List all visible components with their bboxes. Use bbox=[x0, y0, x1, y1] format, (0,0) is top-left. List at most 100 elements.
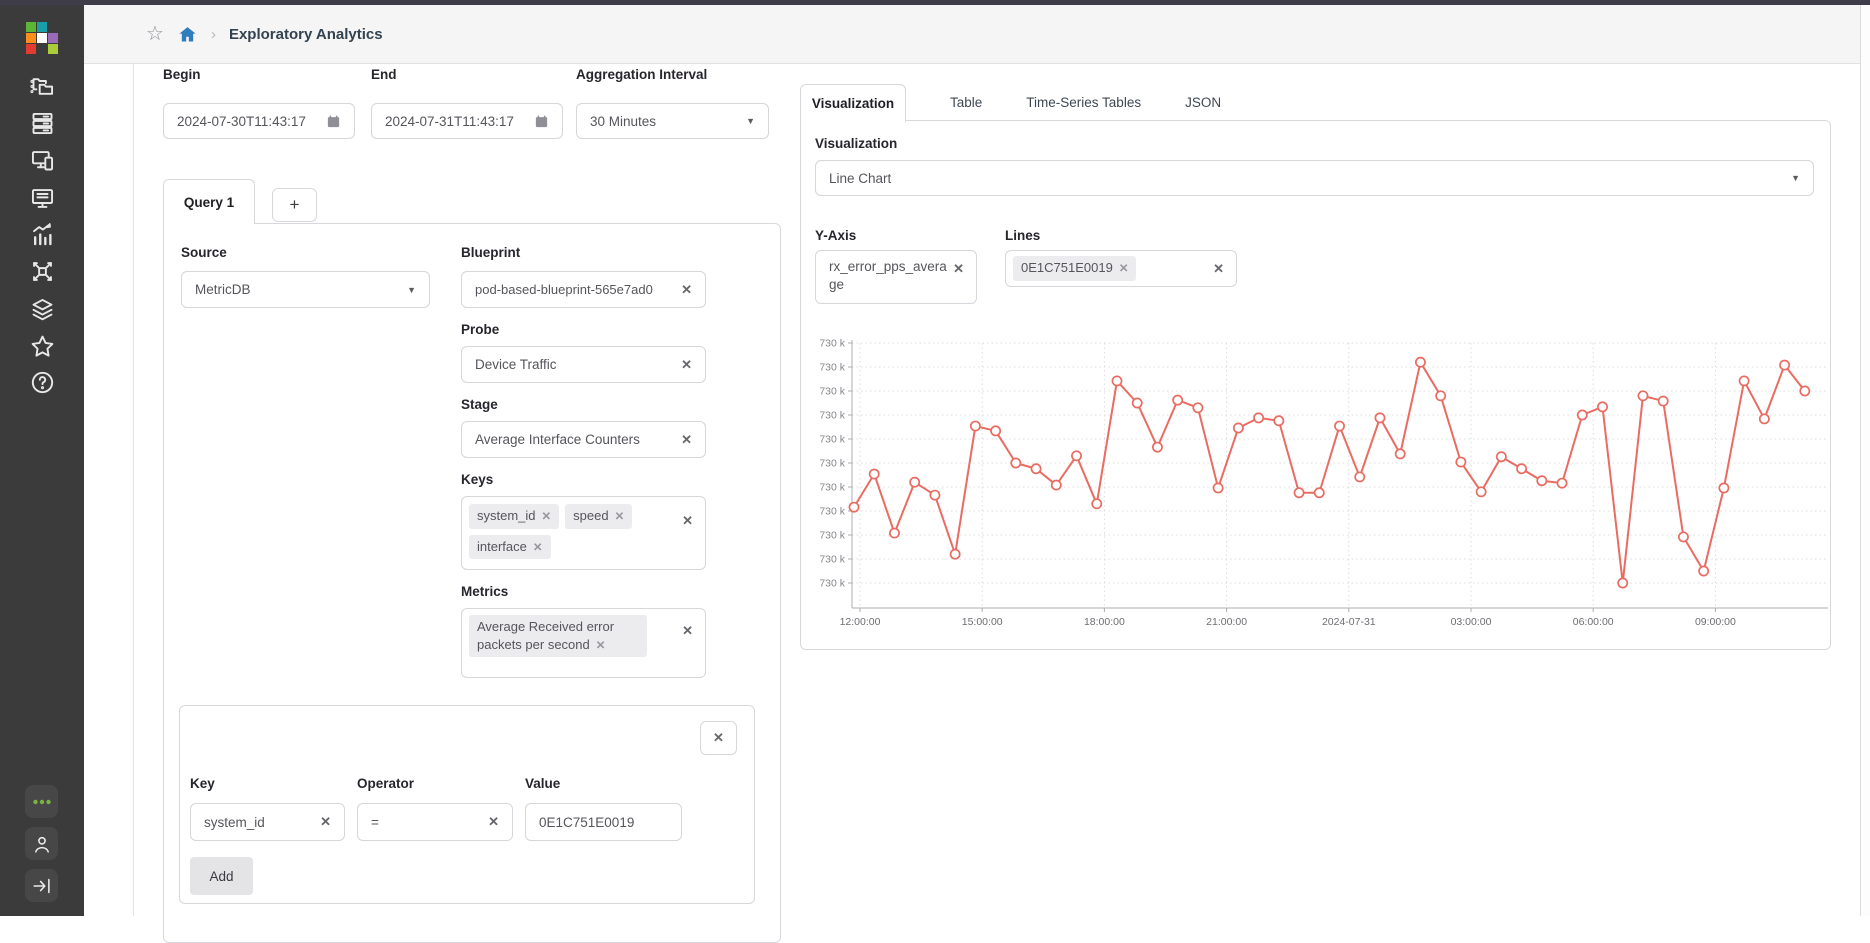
data-point[interactable] bbox=[1375, 413, 1384, 422]
sidebar-item-blueprints[interactable] bbox=[24, 71, 60, 101]
data-point[interactable] bbox=[1335, 421, 1344, 430]
data-point[interactable] bbox=[1719, 483, 1728, 492]
data-point[interactable] bbox=[1011, 458, 1020, 467]
sidebar-item-external-systems[interactable] bbox=[24, 256, 60, 286]
data-point[interactable] bbox=[1193, 403, 1202, 412]
clear-stage-icon[interactable]: ✕ bbox=[681, 432, 692, 448]
remove-tag-icon[interactable]: ✕ bbox=[615, 511, 625, 523]
data-point[interactable] bbox=[951, 550, 960, 559]
data-point[interactable] bbox=[1497, 452, 1506, 461]
visualization-type-select[interactable]: Line Chart ▼ bbox=[815, 160, 1814, 196]
sidebar-item-resources[interactable] bbox=[24, 183, 60, 213]
data-point[interactable] bbox=[1477, 487, 1486, 496]
data-point[interactable] bbox=[1254, 413, 1263, 422]
data-point[interactable] bbox=[910, 478, 919, 487]
begin-datetime-input[interactable]: 2024-07-30T11:43:17 bbox=[163, 103, 355, 139]
data-point[interactable] bbox=[971, 421, 980, 430]
tab-json[interactable]: JSON bbox=[1185, 84, 1221, 121]
sidebar-item-help[interactable] bbox=[24, 367, 60, 397]
key-tag[interactable]: speed✕ bbox=[565, 504, 632, 529]
data-point[interactable] bbox=[1355, 472, 1364, 481]
sidebar-item-platform[interactable] bbox=[24, 294, 60, 324]
clear-lines-icon[interactable]: ✕ bbox=[1213, 261, 1224, 277]
stage-combobox[interactable]: Average Interface Counters ✕ bbox=[461, 421, 706, 458]
add-query-tab-button[interactable]: + bbox=[272, 188, 317, 222]
data-point[interactable] bbox=[1598, 402, 1607, 411]
end-datetime-input[interactable]: 2024-07-31T11:43:17 bbox=[371, 103, 563, 139]
filter-value-input[interactable] bbox=[525, 803, 682, 841]
tab-time-series-tables[interactable]: Time-Series Tables bbox=[1026, 84, 1141, 121]
data-point[interactable] bbox=[1800, 386, 1809, 395]
data-point[interactable] bbox=[1618, 578, 1627, 587]
data-point[interactable] bbox=[1679, 532, 1688, 541]
source-select[interactable]: MetricDB ▼ bbox=[181, 271, 430, 308]
app-logo[interactable] bbox=[26, 22, 60, 56]
data-point[interactable] bbox=[991, 426, 1000, 435]
data-point[interactable] bbox=[1436, 391, 1445, 400]
clear-blueprint-icon[interactable]: ✕ bbox=[681, 282, 692, 298]
line-chart[interactable]: 730 k730 k730 k730 k730 k730 k730 k730 k… bbox=[808, 336, 1830, 632]
remove-tag-icon[interactable]: ✕ bbox=[542, 511, 552, 523]
add-filter-button[interactable]: Add bbox=[190, 857, 253, 895]
data-point[interactable] bbox=[1274, 416, 1283, 425]
clear-probe-icon[interactable]: ✕ bbox=[681, 357, 692, 373]
tab-query-1[interactable]: Query 1 bbox=[163, 179, 255, 224]
data-point[interactable] bbox=[1031, 464, 1040, 473]
sidebar-logout-button[interactable] bbox=[25, 869, 58, 902]
remove-filter-button[interactable]: ✕ bbox=[700, 721, 737, 755]
remove-tag-icon[interactable]: ✕ bbox=[1119, 263, 1129, 275]
data-point[interactable] bbox=[1416, 358, 1425, 367]
clear-metrics-icon[interactable]: ✕ bbox=[682, 623, 693, 639]
data-point[interactable] bbox=[1537, 476, 1546, 485]
data-point[interactable] bbox=[1153, 443, 1162, 452]
clear-y-axis-icon[interactable]: ✕ bbox=[953, 261, 964, 277]
sidebar-user-button[interactable] bbox=[25, 827, 58, 860]
clear-keys-icon[interactable]: ✕ bbox=[682, 513, 693, 529]
data-point[interactable] bbox=[1740, 376, 1749, 385]
data-point[interactable] bbox=[870, 469, 879, 478]
filter-operator-combobox[interactable]: = ✕ bbox=[357, 803, 513, 841]
data-point[interactable] bbox=[1659, 396, 1668, 405]
sidebar-item-devices[interactable] bbox=[24, 108, 60, 138]
lines-multiselect[interactable]: 0E1C751E0019✕ ✕ bbox=[1005, 250, 1237, 287]
data-point[interactable] bbox=[1780, 360, 1789, 369]
data-point[interactable] bbox=[1294, 488, 1303, 497]
sidebar-more-button[interactable] bbox=[25, 785, 58, 818]
data-point[interactable] bbox=[1112, 376, 1121, 385]
keys-multiselect[interactable]: system_id✕ speed✕ interface✕ ✕ bbox=[461, 496, 706, 570]
metric-tag[interactable]: Average Received error packets per secon… bbox=[469, 615, 647, 657]
data-point[interactable] bbox=[1456, 457, 1465, 466]
home-icon[interactable] bbox=[177, 24, 198, 45]
data-point[interactable] bbox=[1173, 396, 1182, 405]
data-point[interactable] bbox=[890, 528, 899, 537]
tab-table[interactable]: Table bbox=[950, 84, 982, 121]
favorite-star-icon[interactable]: ☆ bbox=[146, 24, 164, 44]
calendar-icon[interactable] bbox=[326, 114, 341, 129]
metrics-multiselect[interactable]: Average Received error packets per secon… bbox=[461, 608, 706, 678]
sidebar-item-design[interactable] bbox=[24, 145, 60, 175]
data-point[interactable] bbox=[1092, 499, 1101, 508]
key-tag[interactable]: interface✕ bbox=[469, 535, 551, 560]
data-point[interactable] bbox=[1517, 464, 1526, 473]
data-point[interactable] bbox=[1315, 488, 1324, 497]
data-point[interactable] bbox=[1072, 451, 1081, 460]
data-point[interactable] bbox=[1699, 566, 1708, 575]
data-point[interactable] bbox=[1133, 398, 1142, 407]
clear-filter-operator-icon[interactable]: ✕ bbox=[488, 814, 499, 830]
data-point[interactable] bbox=[1396, 449, 1405, 458]
y-axis-combobox[interactable]: rx_error_pps_average ✕ bbox=[815, 250, 977, 304]
data-point[interactable] bbox=[1214, 483, 1223, 492]
line-tag[interactable]: 0E1C751E0019✕ bbox=[1013, 256, 1136, 281]
sidebar-item-favorites[interactable] bbox=[24, 331, 60, 361]
sidebar-item-analytics[interactable] bbox=[24, 219, 60, 249]
data-point[interactable] bbox=[1638, 391, 1647, 400]
data-point[interactable] bbox=[849, 503, 858, 512]
calendar-icon[interactable] bbox=[534, 114, 549, 129]
aggregation-interval-select[interactable]: 30 Minutes ▼ bbox=[576, 103, 769, 139]
data-point[interactable] bbox=[1578, 410, 1587, 419]
data-point[interactable] bbox=[1760, 414, 1769, 423]
remove-tag-icon[interactable]: ✕ bbox=[533, 542, 543, 554]
filter-key-combobox[interactable]: system_id ✕ bbox=[190, 803, 345, 841]
probe-combobox[interactable]: Device Traffic ✕ bbox=[461, 346, 706, 383]
scrollbar-track[interactable] bbox=[1860, 5, 1870, 916]
